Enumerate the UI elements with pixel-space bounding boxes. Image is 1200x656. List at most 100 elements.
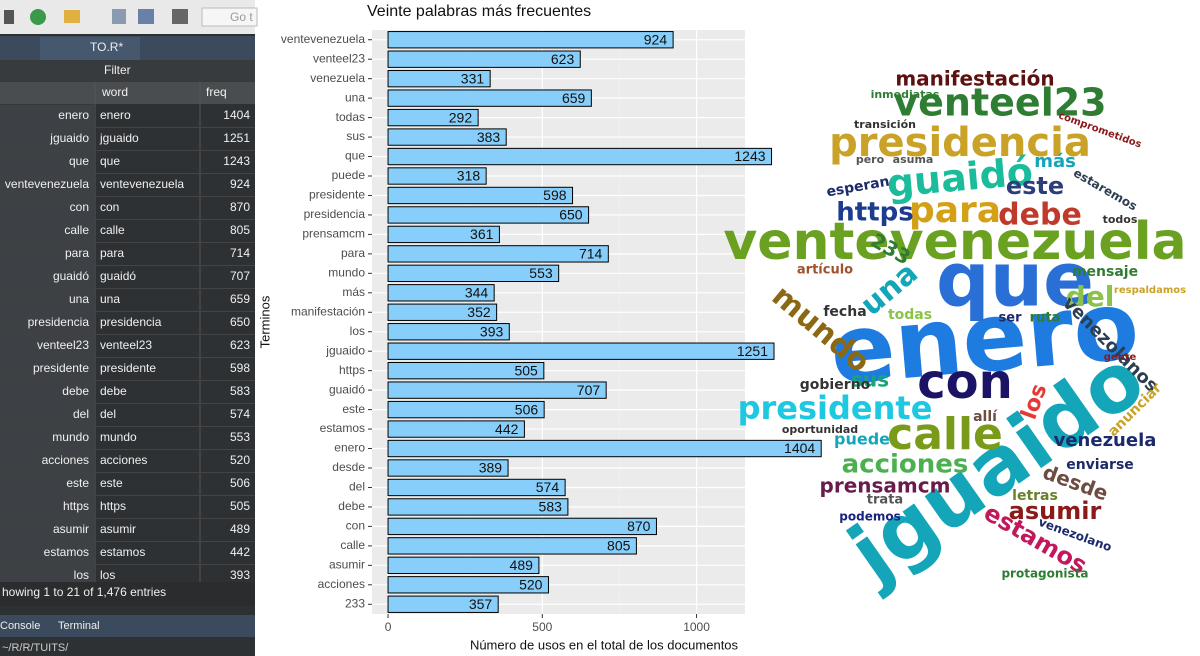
cell-word: mundo [100,430,137,444]
x-tick-label: 0 [385,620,392,634]
bar [387,537,637,555]
value-label: 344 [465,285,489,301]
cell-freq: 650 [230,315,250,329]
y-tick-label: calle [340,538,365,552]
filter[interactable]: Filter [104,63,131,77]
row-name: presidente [33,361,89,375]
y-tick-label: del [349,480,365,494]
row-name: jguaido [49,131,89,145]
value-label: 352 [467,304,491,320]
row-name: enero [58,108,89,122]
bar [387,225,500,244]
y-tick-label: manifestación [291,304,365,318]
row-name: mundo [52,430,89,444]
value-label: 331 [461,70,485,86]
row-name: con [70,200,89,214]
icon[interactable] [30,9,46,25]
cloud-word: con [917,354,1013,410]
cell-word: venteel23 [100,338,152,352]
cell-freq: 442 [230,545,250,559]
icon[interactable] [4,10,14,24]
row-name: una [69,292,89,306]
cell-word: acciones [100,453,147,467]
value-label: 1243 [734,148,765,164]
cloud-word: ventevenezuela [723,212,1186,272]
goto: Go t [230,10,253,24]
cloud-word: sus [851,368,889,392]
bar [387,342,775,360]
bar [387,361,545,380]
value-label: 318 [457,168,481,184]
value-label: 598 [543,187,567,203]
console-tabs [0,615,255,637]
cell-word: para [100,246,124,260]
cloud-word: todas [888,307,932,323]
cloud-word: esperan [825,174,890,201]
icon[interactable] [112,9,126,24]
bar [387,206,590,224]
y-tick-label: este [342,402,365,416]
row-name-cell [0,150,95,174]
y-tick-label: con [346,519,365,533]
icon[interactable] [138,9,154,24]
bar [387,498,569,516]
cloud-word: asuma [893,153,934,166]
row-name-cell [0,426,95,450]
y-tick-label: presidencia [304,207,366,221]
tab[interactable] [40,37,140,60]
value-label: 505 [514,362,538,378]
cell-word: guaidó [100,269,136,283]
value-label: 707 [577,382,601,398]
cloud-word: enero [826,271,1143,407]
cell-freq: 583 [230,384,250,398]
y-tick-label: venezuela [310,71,365,85]
bar [387,323,510,341]
goto-box[interactable] [201,7,258,27]
row-name: los [74,568,89,582]
cloud-word: fecha [823,304,866,320]
y-tick-label: jguaido [325,343,365,357]
cell-freq: 520 [230,453,250,467]
row-name: estamos [44,545,89,559]
row-name-cell [0,334,95,358]
row-name-cell [0,380,95,404]
cell-freq: 623 [230,338,250,352]
row-name-cell [0,196,95,220]
cell-word: que [100,154,120,168]
cloud-word: acciones [842,450,969,480]
bar [387,69,491,88]
y-tick-label: prensamcm [302,227,365,241]
icon[interactable] [64,10,80,23]
icon[interactable] [172,9,188,24]
cloud-word: debe [998,198,1082,233]
cloud-word: transición [854,118,916,131]
value-label: 1404 [784,440,815,456]
console-tab[interactable]: Console [0,620,40,632]
y-tick-label: sus [346,129,365,143]
value-label: 357 [469,596,493,612]
cell-freq: 924 [230,177,250,191]
bar [387,264,560,283]
row-name: acciones [42,453,89,467]
footer: howing 1 to 21 of 1,476 entries [2,585,166,599]
tab-label[interactable]: TO.R* [90,40,123,54]
row-name-cell [0,311,95,335]
bar [387,89,592,107]
y-tick-label: desde [332,460,365,474]
table-footer [0,582,255,606]
console-tab[interactable]: Terminal [58,620,100,632]
cell-freq: 505 [230,499,250,513]
cloud-word: oportunidad [782,423,858,436]
bar [387,167,487,185]
cloud-word: presidencia [829,120,1091,166]
row-name-cell [0,104,95,128]
cell-word: enero [100,108,131,122]
y-tick-label: una [345,90,365,104]
cloud-word: mensaje [1072,264,1138,280]
value-label: 1251 [737,343,768,359]
row-name: ventevenezuela [5,177,89,191]
cloud-word: puede [834,430,890,449]
column-header: word [101,85,128,99]
cloud-word: inmediatas [871,88,940,101]
